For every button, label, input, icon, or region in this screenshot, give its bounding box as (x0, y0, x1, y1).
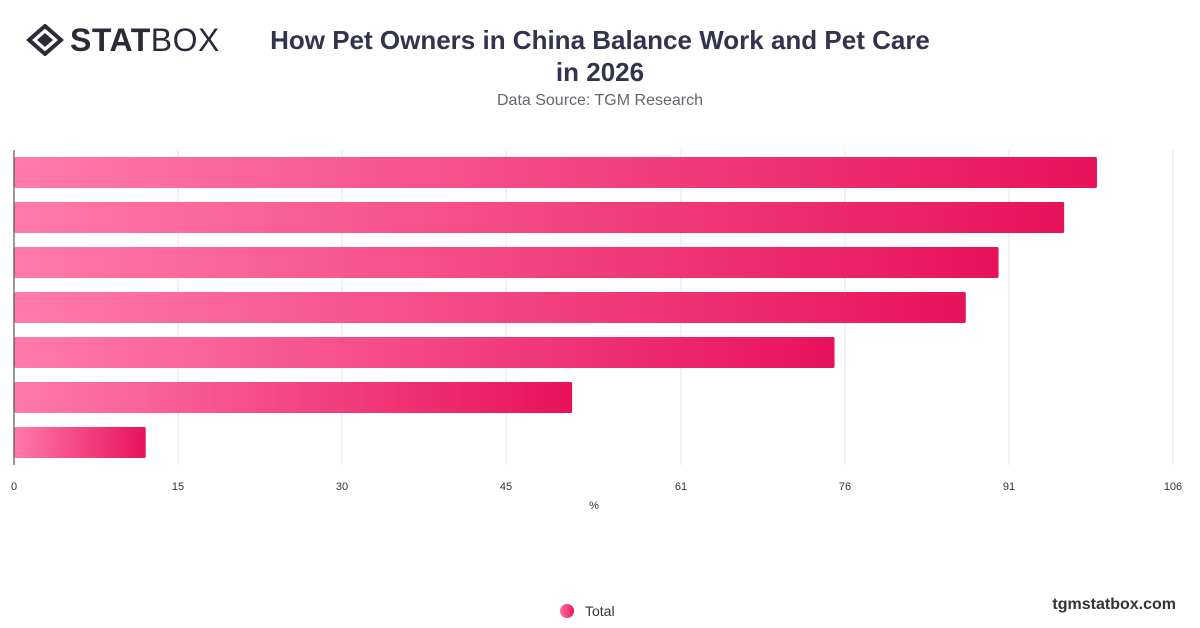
bar[interactable] (14, 381, 573, 414)
x-tick-label: 61 (675, 481, 687, 493)
legend[interactable]: Total (560, 601, 615, 621)
x-tick-label: 30 (336, 481, 348, 493)
legend-label: Total (585, 603, 615, 619)
x-tick-label: 15 (172, 481, 184, 493)
bar[interactable] (14, 426, 146, 459)
legend-marker-icon (560, 604, 574, 618)
bar[interactable] (14, 291, 966, 324)
logo-wordmark: STATBOX (70, 22, 220, 58)
statbox-logo: STATBOX (26, 22, 220, 58)
x-tick-label: 45 (500, 481, 512, 493)
bar[interactable] (14, 246, 999, 279)
chart-title-line-2: in 2026 (555, 57, 645, 87)
x-tick-label: 76 (839, 481, 851, 493)
diamond-logo-icon (26, 24, 64, 56)
x-axis-ticks: 0 15 30 45 61 76 91 106 (11, 481, 1182, 493)
bars (14, 156, 1097, 459)
website-link[interactable]: tgmstatbox.com (1052, 596, 1176, 613)
x-tick-label: 91 (1003, 481, 1015, 493)
chart-subtitle: Data Source: TGM Research (496, 92, 703, 109)
chart-title: How Pet Owners in China Balance Work and… (240, 24, 960, 88)
logo-wordmark-light: BOX (150, 22, 220, 58)
bar[interactable] (14, 336, 835, 369)
bar[interactable] (14, 201, 1065, 234)
bar[interactable] (14, 156, 1097, 189)
x-axis-title: % (589, 500, 599, 512)
logo-wordmark-bold: STAT (70, 22, 151, 58)
x-tick-label: 0 (11, 481, 17, 493)
x-tick-label: 106 (1164, 481, 1182, 493)
chart-title-line-1: How Pet Owners in China Balance Work and… (270, 25, 930, 55)
